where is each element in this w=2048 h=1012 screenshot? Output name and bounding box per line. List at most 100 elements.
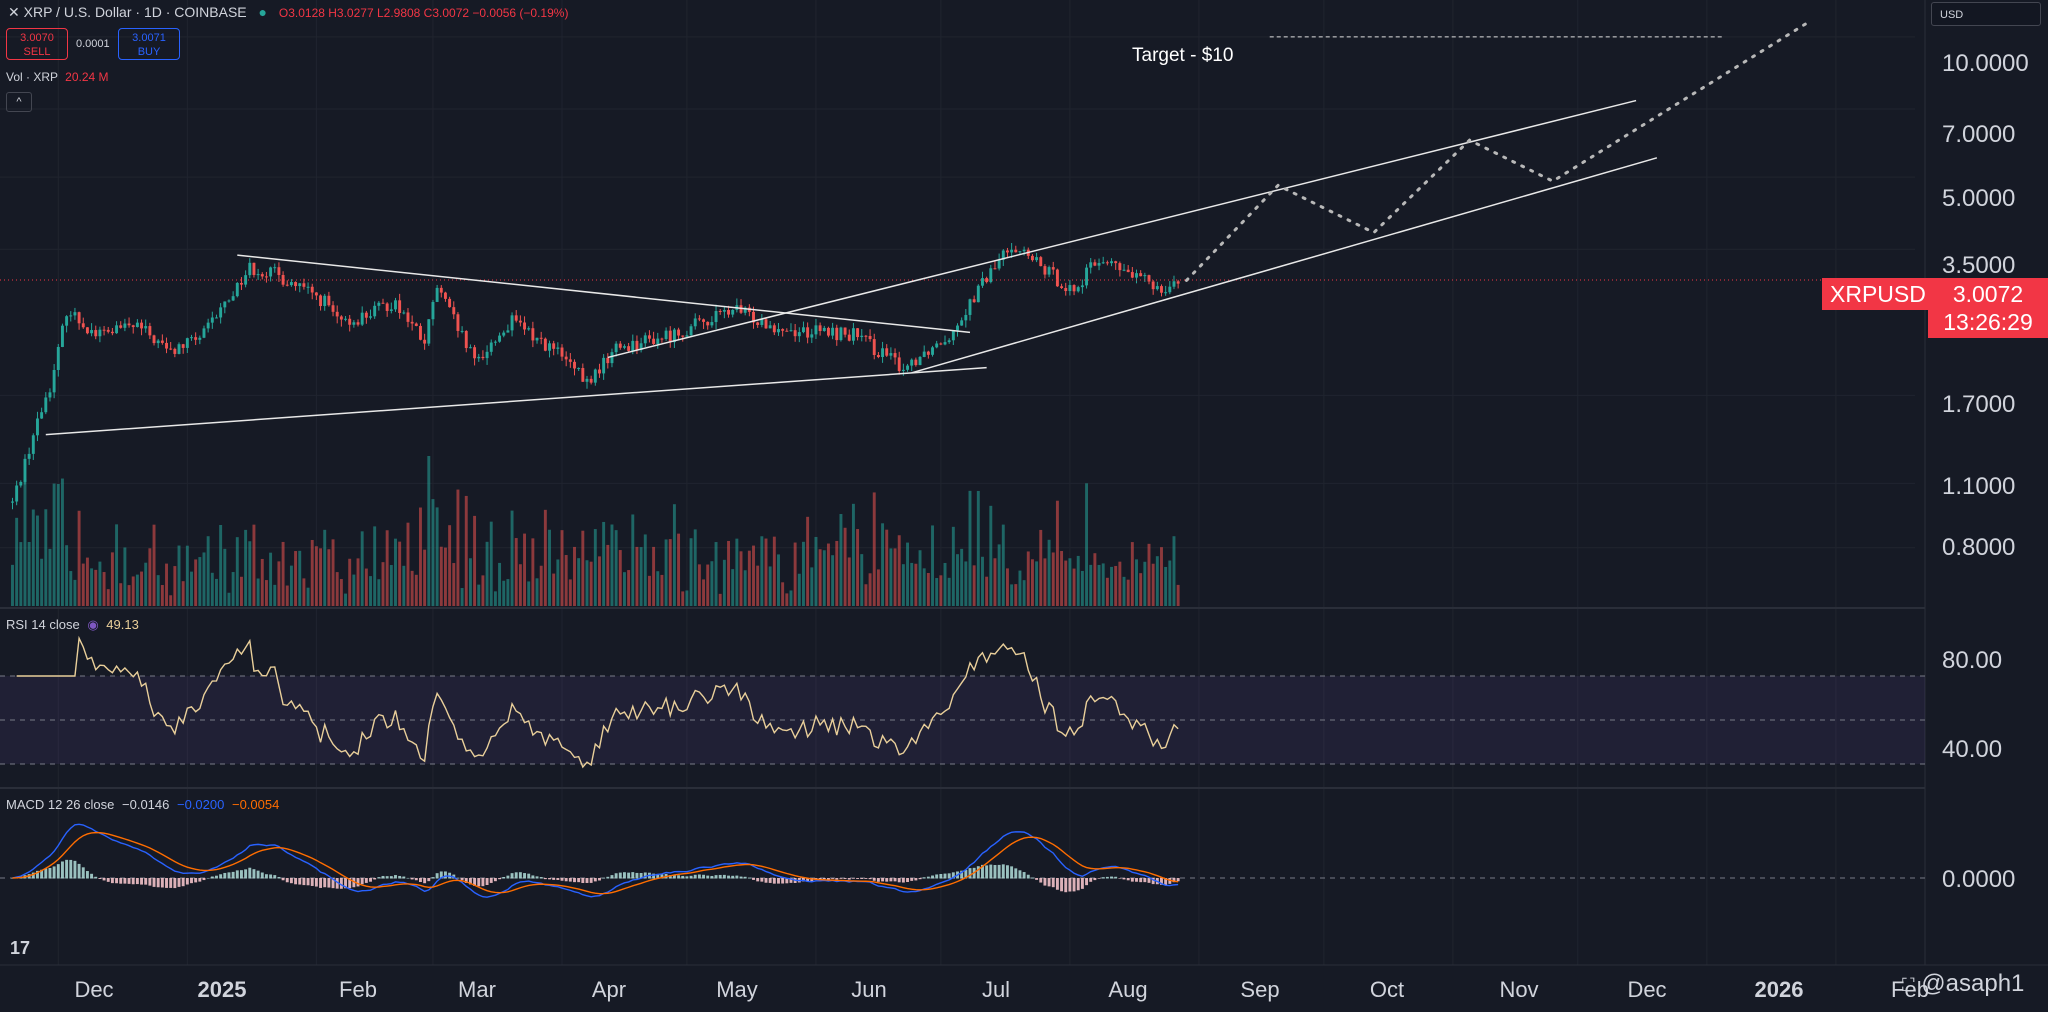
macd-histogram-bar <box>1026 874 1030 879</box>
tradingview-logo[interactable]: 17 <box>10 938 31 958</box>
price-axis-label: 7.0000 <box>1942 121 2016 148</box>
candle <box>402 312 406 314</box>
time-axis-label: Jul <box>981 977 1011 1002</box>
macd-histogram-bar <box>735 875 739 879</box>
close-icon[interactable]: ✕ <box>8 4 20 20</box>
buy-button[interactable]: 3.0071 BUY <box>118 28 180 60</box>
volume-bar <box>847 557 851 606</box>
candle <box>127 323 131 326</box>
macd-histogram-bar <box>548 878 551 880</box>
volume-bar <box>735 538 739 606</box>
macd-histogram-bar <box>73 860 77 879</box>
macd-histogram-bar <box>464 878 468 883</box>
candle <box>1047 267 1051 275</box>
candle <box>918 356 922 366</box>
candle <box>793 330 797 337</box>
candle <box>227 300 231 302</box>
macd-histogram-bar <box>498 878 502 880</box>
volume-bar <box>215 578 218 606</box>
currency-select[interactable]: USD <box>1931 2 2041 26</box>
macd-histogram-bar <box>1014 868 1018 879</box>
volume-legend[interactable]: Vol · XRP 20.24 M <box>6 70 109 84</box>
volume-bar <box>793 542 797 606</box>
candle <box>1080 285 1084 288</box>
macd-histogram-bar <box>897 878 901 883</box>
macd-histogram-bar <box>456 877 460 879</box>
volume-bar <box>127 585 131 606</box>
volume-bar <box>1172 536 1176 606</box>
candle <box>997 259 1001 269</box>
candle <box>348 318 352 325</box>
macd-legend[interactable]: MACD 12 26 close −0.0146 −0.0200 −0.0054 <box>6 797 279 812</box>
volume-bar <box>148 548 152 606</box>
candle <box>144 326 148 329</box>
volume-bar <box>364 568 368 606</box>
macd-hist-value: −0.0146 <box>122 797 170 812</box>
symbol-header[interactable]: ✕ XRP / U.S. Dollar · 1D · COINBASE ● O3… <box>8 4 568 21</box>
volume-bar <box>710 561 714 606</box>
volume-bar <box>639 547 643 606</box>
volume-bar <box>764 538 768 606</box>
rsi-label: RSI 14 close <box>6 617 80 632</box>
candle <box>1126 269 1130 273</box>
macd-histogram-bar <box>589 878 593 883</box>
macd-histogram-bar <box>1093 878 1097 881</box>
macd-histogram-bar <box>901 878 905 883</box>
volume-bar <box>839 514 843 606</box>
macd-histogram-bar <box>789 878 793 883</box>
volume-bar <box>872 492 876 606</box>
macd-histogram-bar <box>581 878 585 884</box>
volume-bar <box>901 564 905 606</box>
time-axis-label: Aug <box>1108 977 1148 1002</box>
candle <box>73 312 77 316</box>
candle <box>1110 261 1113 264</box>
sell-button[interactable]: 3.0070 SELL <box>6 28 68 60</box>
macd-histogram-bar <box>1030 877 1034 879</box>
candle <box>598 369 601 374</box>
macd-histogram-bar <box>656 873 660 879</box>
candle <box>985 278 989 283</box>
candle <box>810 334 814 338</box>
volume-bar <box>219 525 223 606</box>
candle <box>1160 286 1163 293</box>
volume-bar <box>1085 483 1089 606</box>
macd-histogram-bar <box>102 878 106 881</box>
macd-histogram-bar <box>556 878 560 880</box>
volume-bar <box>922 568 926 606</box>
volume-bar <box>876 569 880 606</box>
macd-histogram-bar <box>681 875 685 879</box>
volume-bar <box>614 530 618 606</box>
macd-histogram-bar <box>593 878 597 882</box>
macd-histogram-bar <box>244 869 248 879</box>
volume-bar <box>960 548 964 606</box>
candle <box>777 329 780 333</box>
volume-bar <box>52 483 56 606</box>
candle <box>231 296 235 301</box>
candle <box>1114 261 1118 264</box>
symbol-price-tag: XRPUSD <box>1822 278 1934 310</box>
volume-bar <box>1155 556 1159 606</box>
volume-bar <box>402 565 406 606</box>
candle <box>448 298 452 308</box>
macd-histogram-bar <box>1005 865 1009 879</box>
volume-bar <box>831 555 835 606</box>
target-annotation[interactable]: Target - $10 <box>1132 45 1234 66</box>
collapse-legend-button[interactable]: ^ <box>6 92 32 112</box>
time-axis-label: Sep <box>1240 977 1280 1002</box>
macd-histogram-bar <box>289 878 293 884</box>
rsi-legend[interactable]: RSI 14 close ◉ 49.13 <box>6 617 139 633</box>
candle <box>1051 267 1055 270</box>
volume-bar <box>190 571 193 606</box>
volume-bar <box>260 558 264 606</box>
macd-histogram-bar <box>598 878 601 881</box>
volume-bar <box>477 584 481 606</box>
volume-bar <box>110 552 114 606</box>
volume-bar <box>797 573 801 606</box>
macd-histogram-bar <box>831 878 835 879</box>
candle <box>1164 292 1168 294</box>
candle <box>531 328 535 341</box>
candle <box>722 309 726 312</box>
candle <box>981 278 984 286</box>
